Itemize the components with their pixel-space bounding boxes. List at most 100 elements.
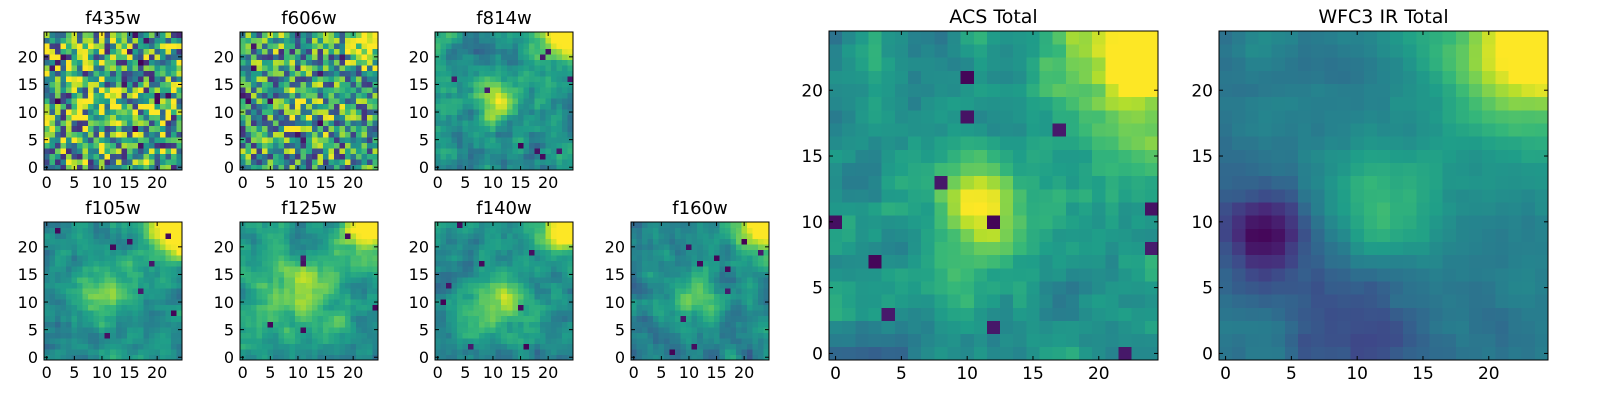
heatmap-cell: [350, 125, 357, 132]
heatmap-cell: [372, 76, 379, 83]
heatmap-cell: [115, 37, 122, 44]
heatmap-cell: [528, 131, 535, 138]
heatmap-cell: [284, 120, 291, 127]
heatmap-cell: [479, 158, 486, 165]
heatmap-cell: [523, 315, 530, 322]
heatmap-cell: [289, 87, 296, 94]
heatmap-cell: [523, 288, 530, 295]
heatmap-cell: [245, 321, 252, 328]
heatmap-cell: [132, 315, 139, 322]
heatmap-cell: [561, 142, 568, 149]
heatmap-cell: [256, 76, 263, 83]
heatmap-cell: [245, 244, 252, 250]
heatmap-cell: [451, 299, 458, 306]
heatmap-cell: [457, 48, 463, 55]
heatmap-cell: [680, 233, 687, 239]
heatmap-cells: [44, 32, 183, 171]
heatmap-cell: [344, 120, 351, 127]
heatmap-cell: [921, 346, 935, 361]
heatmap-cell: [713, 271, 720, 278]
heatmap-cell: [752, 332, 759, 339]
heatmap-cell: [267, 59, 274, 66]
heatmap-cell: [82, 304, 89, 311]
heatmap-cell: [273, 92, 280, 99]
heatmap-cell: [355, 37, 362, 44]
heatmap-cell: [49, 282, 56, 289]
heatmap-cell: [490, 326, 497, 333]
heatmap-cell: [735, 255, 742, 262]
heatmap-cell: [333, 76, 340, 83]
heatmap-cell: [691, 255, 698, 262]
heatmap-cell: [317, 288, 324, 295]
heatmap-cell: [251, 337, 257, 344]
heatmap-cell: [333, 227, 340, 234]
heatmap-cell: [273, 87, 280, 94]
heatmap-cell: [702, 354, 709, 361]
heatmap-cell: [256, 109, 263, 116]
heatmap-cell: [539, 332, 546, 339]
heatmap-cell: [462, 120, 469, 127]
heatmap-cell: [550, 32, 557, 38]
heatmap-cell: [446, 164, 452, 171]
heatmap-cell: [842, 254, 856, 269]
heatmap-cell: [642, 249, 648, 256]
heatmap-cell: [506, 299, 513, 306]
heatmap-cell: [724, 271, 731, 278]
heatmap-cell: [284, 227, 291, 234]
heatmap-cell: [534, 59, 541, 66]
heatmap-cell: [148, 48, 155, 55]
heatmap-cell: [300, 65, 307, 72]
heatmap-cell: [713, 337, 720, 344]
heatmap-cell: [148, 76, 155, 83]
heatmap-cell: [77, 103, 84, 110]
heatmap-cell: [251, 65, 257, 72]
heatmap-cell: [501, 227, 508, 234]
heatmap-cell: [306, 293, 313, 300]
heatmap-cell: [82, 103, 89, 110]
heatmap-cell: [251, 304, 257, 311]
heatmap-cell: [256, 293, 263, 300]
heatmap-cell: [528, 37, 535, 44]
heatmap-cell: [556, 120, 563, 127]
heatmap-cell: [251, 109, 257, 116]
heatmap-cell: [495, 315, 502, 322]
heatmap-cell: [361, 255, 368, 262]
heatmap-cell: [273, 321, 280, 328]
heatmap-cell: [77, 321, 84, 328]
heatmap-cell: [479, 348, 486, 355]
heatmap-cell: [495, 293, 502, 300]
heatmap-cell: [55, 70, 61, 77]
heatmap-cell: [567, 233, 574, 239]
heatmap-cell: [1026, 281, 1040, 295]
heatmap-cell: [567, 222, 574, 228]
heatmap-cell: [479, 233, 486, 239]
heatmap-cell: [115, 87, 122, 94]
heatmap-cell: [148, 326, 155, 333]
heatmap-cell: [473, 136, 480, 143]
heatmap-cell: [523, 255, 530, 262]
heatmap-cell: [462, 70, 469, 77]
heatmap-cell: [317, 310, 324, 317]
heatmap-cell: [240, 98, 246, 105]
heatmap-cell: [539, 315, 546, 322]
heatmap-cell: [55, 125, 61, 132]
heatmap-cell: [567, 48, 574, 55]
heatmap-cell: [440, 103, 447, 110]
heatmap-cell: [1000, 254, 1014, 269]
heatmap-cell: [366, 142, 373, 149]
heatmap-cell: [60, 222, 67, 228]
heatmap-cell: [60, 109, 67, 116]
heatmap-cell: [267, 92, 274, 99]
heatmap-cell: [713, 326, 720, 333]
heatmap-cell: [165, 282, 172, 289]
heatmap-cell: [528, 222, 535, 228]
heatmap-cell: [664, 348, 671, 355]
heatmap-cell: [523, 222, 530, 228]
heatmap-cell: [278, 304, 285, 311]
heatmap-cell: [829, 215, 843, 229]
heatmap-cell: [355, 244, 362, 250]
heatmap-cell: [1118, 188, 1133, 203]
heatmap-cell: [289, 120, 296, 127]
heatmap-cell: [894, 346, 909, 361]
heatmap-cell: [77, 354, 84, 361]
